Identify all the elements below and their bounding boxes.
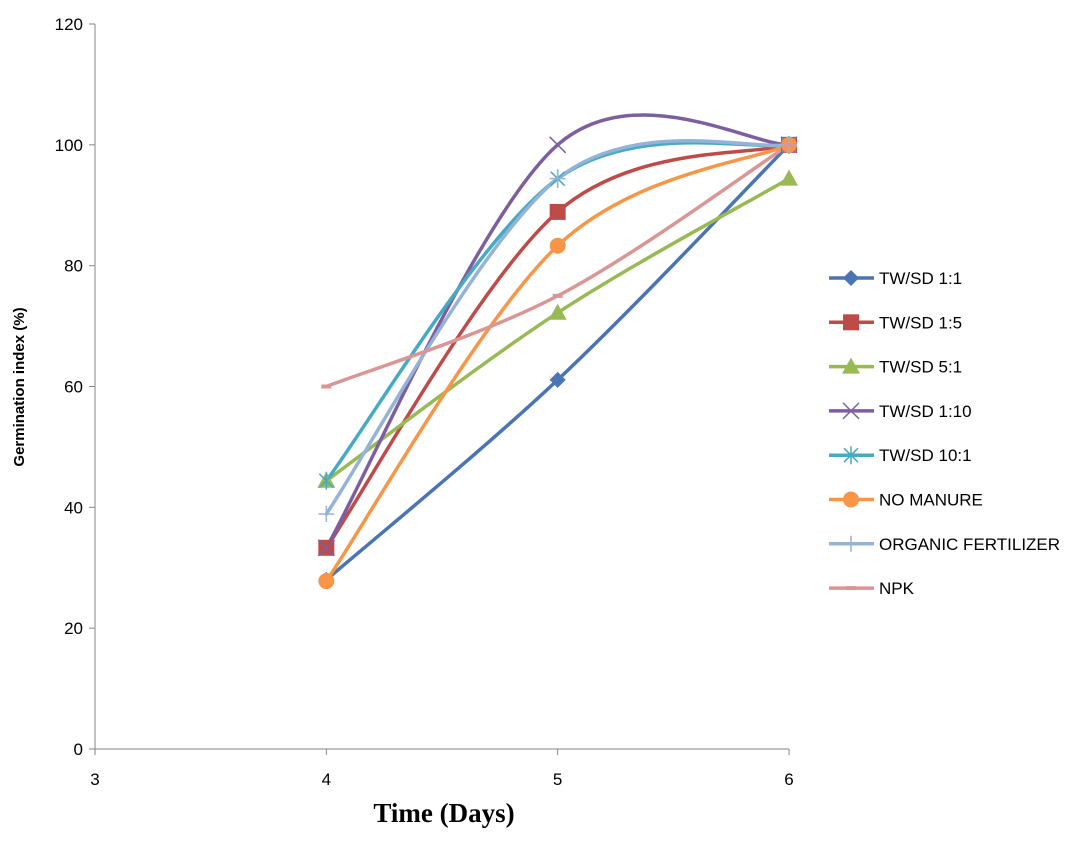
- legend-label: NO MANURE: [879, 491, 983, 510]
- legend-marker: [843, 446, 859, 465]
- x-axis-title: Time (Days): [373, 798, 514, 828]
- legend-marker: [842, 357, 860, 374]
- ticks: 0 20 40 60 80 100 120 3 4 5 6: [55, 15, 794, 789]
- y-tick-label: 20: [64, 619, 83, 638]
- legend-label: ORGANIC FERTILIZER: [879, 535, 1060, 554]
- y-axis-title: Germination index (%): [11, 307, 28, 466]
- legend-marker: [842, 402, 860, 420]
- y-tick-label: 40: [64, 498, 83, 517]
- series-line-3: [324, 113, 791, 550]
- x-tick-label: 6: [784, 770, 793, 789]
- legend-item: NO MANURE: [829, 491, 983, 510]
- y-tick-label: 0: [74, 740, 83, 759]
- legend-item: ORGANIC FERTILIZER: [829, 535, 1060, 554]
- y-tick-label: 60: [64, 378, 83, 397]
- x-tick-label: 5: [553, 770, 562, 789]
- data-point: [548, 303, 567, 320]
- data-point: [552, 293, 563, 298]
- y-tick-label: 120: [55, 15, 83, 34]
- legend-marker: [843, 491, 859, 508]
- legend-item: TW/SD 10:1: [829, 446, 972, 465]
- data-point: [549, 237, 566, 254]
- legend-label: TW/SD 1:10: [879, 402, 972, 421]
- legend-item: TW/SD 1:10: [829, 402, 972, 421]
- legend-item: TW/SD 5:1: [829, 357, 962, 377]
- legend-item: NPK: [829, 579, 915, 598]
- data-point: [549, 170, 566, 187]
- data-point: [318, 573, 335, 590]
- data-point: [321, 384, 332, 389]
- series-markers: [317, 135, 798, 590]
- series-line-1: [324, 143, 791, 550]
- data-point: [317, 539, 335, 557]
- legend-marker: [843, 314, 859, 331]
- series-line-5: [324, 143, 791, 583]
- data-point: [549, 371, 566, 388]
- legend-item: TW/SD 1:5: [829, 313, 962, 332]
- data-point: [784, 142, 794, 147]
- data-point: [318, 471, 334, 490]
- legend-item: TW/SD 1:1: [829, 269, 962, 288]
- data-point: [549, 203, 566, 220]
- legend: TW/SD 1:1 TW/SD 1:5 TW/SD 5:1 TW/SD 1:10 TW/…: [829, 269, 1060, 598]
- series-line-6: [324, 139, 791, 516]
- legend-label: TW/SD 10:1: [879, 446, 972, 465]
- legend-label: TW/SD 5:1: [879, 358, 962, 377]
- x-tick-label: 3: [90, 770, 99, 789]
- axes: [94, 24, 789, 750]
- legend-label: NPK: [879, 579, 915, 598]
- legend-label: TW/SD 1:1: [879, 269, 962, 288]
- data-point: [318, 505, 335, 522]
- y-tick-label: 100: [55, 136, 83, 155]
- y-tick-label: 80: [64, 257, 83, 276]
- data-point: [780, 169, 798, 186]
- legend-marker: [846, 586, 856, 591]
- legend-label: TW/SD 1:5: [879, 313, 962, 332]
- legend-marker: [843, 535, 859, 552]
- x-tick-label: 4: [322, 770, 331, 789]
- data-point: [549, 136, 567, 154]
- legend-marker: [843, 270, 859, 286]
